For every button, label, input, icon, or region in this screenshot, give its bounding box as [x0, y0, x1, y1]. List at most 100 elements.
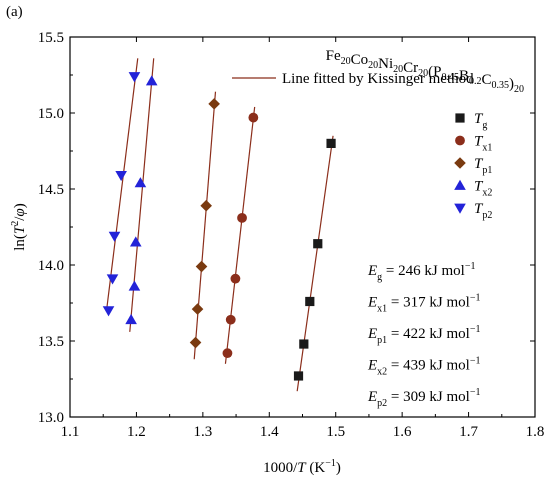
y-axis-label-close: ) — [12, 203, 28, 208]
x-tick-label: 1.7 — [459, 424, 478, 440]
legend-label-x2: Tx2 — [474, 179, 492, 199]
data-point-g — [326, 138, 336, 148]
composition-element: Fe — [326, 48, 341, 64]
data-point-x1 — [230, 273, 241, 284]
energy-subscript: g — [377, 272, 382, 283]
composition-element: B — [459, 68, 469, 84]
composition-element: Co — [351, 52, 369, 68]
data-point-g — [313, 239, 323, 249]
legend-symbol: T — [474, 201, 484, 217]
legend-marker-x2 — [454, 179, 466, 190]
fit-line-p1 — [193, 91, 217, 360]
energy-unit-sup: −1 — [465, 261, 476, 272]
composition-subscript: 20 — [393, 64, 403, 75]
energy-value: = 309 kJ mol — [387, 389, 470, 405]
x-axis-label-main: 1000/ — [263, 460, 298, 476]
data-point-p1 — [189, 336, 202, 349]
energy-symbol: E — [367, 326, 377, 342]
energy-value: = 439 kJ mol — [387, 358, 470, 374]
data-point-p2 — [108, 231, 121, 242]
data-point-p1 — [195, 260, 208, 273]
data-point-p2 — [102, 306, 115, 317]
activation-energy-x1: Ex1 = 317 kJ mol−1 — [367, 293, 480, 315]
x-axis-label-T: T — [297, 460, 307, 476]
composition-subscript: 0.45 — [441, 72, 459, 83]
composition-subscript: 20 — [368, 60, 378, 71]
legend-fit-line-label: Line fitted by Kissinger method — [282, 71, 474, 87]
legend-subscript: p1 — [482, 165, 492, 176]
data-point-p1 — [200, 199, 212, 212]
legend-label-p2: Tp2 — [474, 201, 492, 221]
legend-marker-p2 — [454, 203, 466, 214]
fit-lines — [105, 58, 334, 392]
legend-subscript: g — [482, 120, 487, 131]
data-point-p1 — [191, 303, 204, 315]
data-point-p1 — [208, 98, 220, 110]
composition-element: Cr — [403, 60, 418, 76]
activation-energy-p2: Ep2 = 309 kJ mol−1 — [367, 387, 480, 409]
data-point-x1 — [225, 314, 236, 325]
fit-line-g — [296, 135, 334, 392]
y-axis-label: ln(T2/φ) — [10, 203, 28, 251]
fit-line-p2 — [105, 58, 139, 311]
energy-symbol: E — [367, 263, 377, 279]
legend-subscript: p2 — [482, 210, 492, 221]
y-tick-label: 15.0 — [38, 106, 64, 122]
legend-symbol: T — [474, 156, 484, 172]
energy-value: = 422 kJ mol — [387, 326, 470, 342]
energy-symbol: E — [367, 358, 377, 374]
data-point-p2 — [115, 170, 127, 182]
panel-label: (a) — [6, 4, 23, 20]
data-point-x2 — [134, 177, 147, 188]
x-tick-label: 1.2 — [127, 424, 146, 440]
energy-symbol: E — [367, 295, 377, 311]
y-tick-label: 14.5 — [38, 182, 64, 198]
energy-unit-sup: −1 — [470, 324, 481, 335]
composition-element: (P — [428, 64, 441, 80]
y-tick-label: 14.0 — [38, 258, 64, 274]
y-axis-label-phi: φ — [12, 208, 28, 216]
activation-energy-p1: Ep1 = 422 kJ mol−1 — [367, 324, 480, 346]
energy-subscript: p2 — [377, 398, 387, 409]
y-axis-label-main: ln( — [12, 234, 28, 251]
x-tick-label: 1.3 — [193, 424, 212, 440]
alloy-composition: Fe20Co20Ni20Cr20(P0.45B0.2C0.35)20 — [326, 48, 524, 95]
x-axis-label-sup: −1 — [325, 458, 336, 469]
y-tick-label: 15.5 — [38, 30, 64, 46]
data-point-x2 — [145, 75, 158, 86]
energy-subscript: p1 — [377, 335, 387, 346]
composition-subscript: 20 — [341, 56, 351, 67]
data-point-x1 — [222, 348, 233, 359]
legend-symbol: T — [474, 134, 484, 150]
legend-marker-p1 — [454, 157, 466, 169]
x-tick-label: 1.6 — [393, 424, 412, 440]
x-axis-label-unit: (K — [306, 460, 326, 476]
data-point-x2 — [129, 236, 142, 247]
y-tick-label: 13.5 — [38, 334, 64, 350]
composition-subscript: 20 — [418, 68, 428, 79]
x-axis-label: 1000/T (K−1) — [263, 458, 341, 476]
legend-label-p1: Tp1 — [474, 156, 492, 176]
energy-value: = 246 kJ mol — [382, 263, 465, 279]
data-point-g — [293, 371, 304, 381]
axis-ticks: 1.1 1.2 1.3 1.4 1.5 1.6 1.7 1.8 13.0 13.5 14.0 14.5… — [38, 30, 545, 440]
composition-subscript: 0.2 — [469, 76, 482, 87]
legend-subscript: x1 — [482, 143, 492, 154]
composition-subscript: 20 — [514, 84, 524, 95]
y-tick-label: 13.0 — [38, 410, 64, 426]
x-axis-label-close: ) — [336, 460, 341, 476]
legend-marker-g — [455, 113, 465, 123]
energy-unit-sup: −1 — [470, 293, 481, 304]
fit-line-x1 — [224, 106, 256, 364]
data-point-x1 — [237, 212, 247, 223]
y-axis-label-T: T — [12, 224, 28, 234]
data-point-x2 — [125, 313, 137, 325]
legend-symbol: T — [474, 111, 484, 127]
energy-value: = 317 kJ mol — [387, 295, 470, 311]
energy-unit-sup: −1 — [470, 356, 481, 367]
data-point-x1 — [248, 112, 259, 123]
x-tick-label: 1.4 — [260, 424, 279, 440]
